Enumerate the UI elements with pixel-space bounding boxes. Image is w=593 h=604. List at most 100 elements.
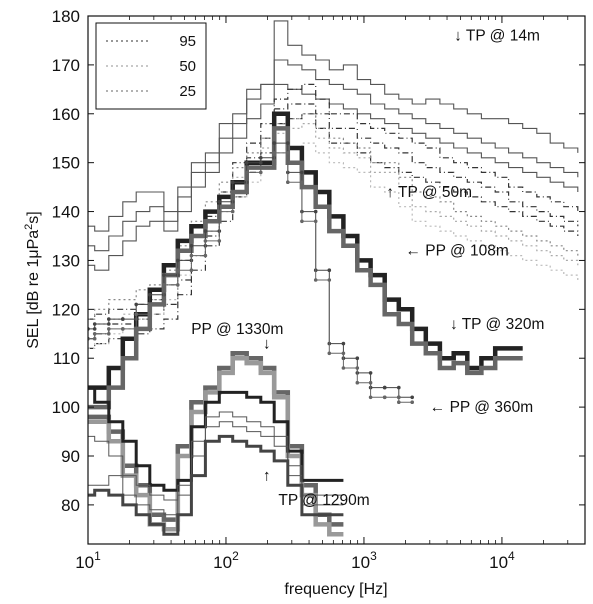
y-tick-label: 100 — [52, 398, 80, 417]
series-marker — [355, 366, 360, 370]
series-marker — [341, 341, 346, 346]
y-tick-label: 140 — [52, 203, 80, 222]
series-marker — [92, 327, 97, 331]
series-marker — [244, 190, 249, 194]
series-marker — [313, 278, 318, 282]
series-marker — [92, 322, 97, 326]
y-axis-title: SEL [dB re 1μPa2s] — [23, 211, 42, 349]
y-tick-label: 160 — [52, 105, 80, 124]
series-marker — [121, 327, 125, 331]
annotations: ↓ TP @ 14m ↑ TP @ 50m ← PP @ 108m ↓ TP @ 32… — [191, 27, 544, 508]
plot-frame — [87, 15, 586, 545]
series-marker — [148, 312, 152, 317]
y-tick-label: 110 — [53, 349, 80, 368]
series-marker — [107, 322, 111, 326]
series-marker — [217, 209, 222, 214]
legend: 95 50 25 — [95, 22, 207, 110]
series-marker — [176, 268, 180, 273]
series-marker — [92, 332, 97, 336]
y-tick-label: 150 — [52, 154, 80, 173]
x-tick-label: 101 — [75, 549, 101, 572]
series-marker — [313, 219, 318, 224]
series-marker — [134, 302, 138, 307]
series-marker — [397, 385, 401, 390]
annotation-label: ↑ TP @ 50m — [386, 184, 472, 201]
series-line — [88, 434, 344, 536]
series-marker — [272, 141, 277, 145]
series-marker — [107, 332, 111, 336]
annotation-label: ↓ — [263, 335, 271, 352]
series-marker — [327, 268, 332, 273]
series-marker — [286, 141, 290, 145]
series-marker — [134, 327, 138, 331]
series-marker — [244, 160, 249, 165]
series-marker — [176, 258, 180, 263]
annotation-label: ← PP @ 360m — [430, 399, 533, 416]
series-marker — [368, 395, 373, 400]
series-marker — [148, 302, 152, 307]
y-tick-label: 80 — [61, 496, 80, 515]
series-marker — [162, 273, 166, 277]
series-line — [88, 123, 579, 330]
legend-label: 25 — [179, 83, 196, 100]
series-layer — [88, 20, 579, 537]
series-marker — [355, 356, 360, 361]
series-line — [88, 103, 579, 340]
x-tick-label: 104 — [489, 549, 515, 572]
series-marker — [230, 180, 235, 184]
series-line — [88, 421, 344, 516]
series-marker — [148, 292, 152, 297]
series-marker — [300, 219, 304, 224]
series-marker — [230, 209, 235, 214]
series-marker — [162, 302, 166, 307]
series-marker — [244, 170, 249, 175]
annotation-label: ← PP @ 108m — [405, 243, 508, 260]
series-marker — [134, 312, 138, 317]
series-marker — [176, 283, 180, 287]
series-marker — [259, 165, 263, 170]
series-marker — [368, 371, 373, 375]
series-marker — [382, 385, 387, 390]
series-marker — [107, 317, 111, 321]
series-marker — [341, 366, 346, 370]
y-tick-label: 120 — [52, 300, 80, 319]
annotation-label: ↑ — [263, 467, 271, 484]
annotation-label: ↓ TP @ 320m — [450, 316, 544, 333]
series-marker — [397, 400, 401, 405]
series-marker — [189, 244, 194, 248]
y-tick-label: 90 — [61, 447, 80, 466]
axis-ticks: 80 90 100 110 120 130 140 150 160 170 180 101 102 103… — [52, 7, 586, 572]
annotation-label: PP @ 1330m — [191, 321, 283, 338]
series-marker — [341, 351, 346, 356]
series-marker — [327, 351, 332, 356]
annotation-label: ↓ TP @ 14m — [454, 27, 540, 44]
series-marker — [355, 380, 360, 385]
series-marker — [162, 283, 166, 287]
series-marker — [300, 170, 304, 175]
x-tick-label: 103 — [351, 549, 377, 572]
series-marker — [272, 151, 277, 155]
x-axis-title: frequency [Hz] — [284, 581, 387, 598]
series-line — [88, 20, 579, 232]
series-marker — [217, 200, 222, 204]
series-marker — [189, 268, 194, 273]
series-marker — [313, 209, 318, 214]
series-marker — [203, 229, 208, 233]
series-marker — [259, 160, 263, 165]
series-marker — [410, 400, 415, 405]
series-marker — [189, 253, 194, 258]
series-marker — [230, 190, 235, 194]
series-marker — [121, 317, 125, 321]
series-marker — [107, 327, 111, 331]
series-marker — [203, 253, 208, 258]
series-marker — [259, 156, 263, 160]
legend-label: 50 — [179, 58, 196, 75]
series-line — [88, 152, 413, 403]
legend-label: 95 — [179, 33, 196, 50]
series-marker — [300, 180, 304, 184]
y-tick-label: 180 — [52, 7, 80, 26]
series-marker — [92, 336, 97, 341]
series-marker — [410, 395, 415, 400]
series-marker — [397, 395, 401, 400]
